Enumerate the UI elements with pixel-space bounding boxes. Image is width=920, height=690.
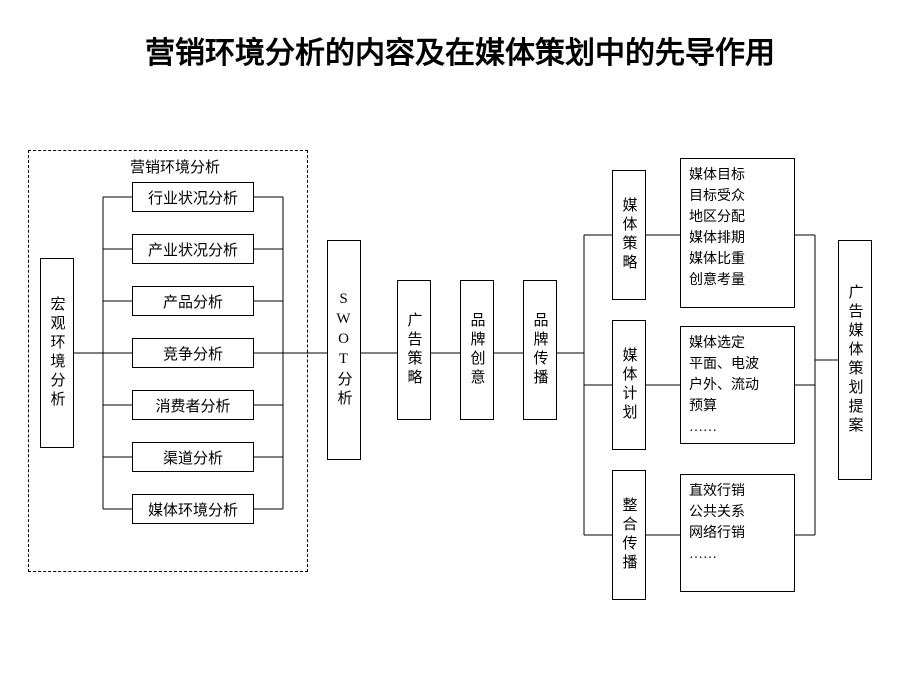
node-media-strategy: 媒体策略 <box>612 170 646 300</box>
detail-line: 平面、电波 <box>689 354 786 375</box>
node-swot: SWOT分析 <box>327 240 361 460</box>
detail-line: 直效行销 <box>689 481 786 502</box>
node-analysis-4: 消费者分析 <box>132 390 254 420</box>
detail-integrated: 直效行销 公共关系 网络行销 …… <box>680 474 795 592</box>
detail-line: 媒体排期 <box>689 228 786 249</box>
detail-line: 户外、流动 <box>689 375 786 396</box>
node-ad-strategy: 广告策略 <box>397 280 431 420</box>
node-analysis-2: 产品分析 <box>132 286 254 316</box>
detail-line: …… <box>689 417 786 438</box>
node-analysis-6: 媒体环境分析 <box>132 494 254 524</box>
detail-line: 公共关系 <box>689 502 786 523</box>
detail-line: 创意考量 <box>689 270 786 291</box>
node-media-plan: 媒体计划 <box>612 320 646 450</box>
node-analysis-5: 渠道分析 <box>132 442 254 472</box>
page-title: 营销环境分析的内容及在媒体策划中的先导作用 <box>0 28 920 72</box>
node-macro: 宏观环境分析 <box>40 258 74 448</box>
detail-line: 媒体目标 <box>689 165 786 186</box>
node-analysis-0: 行业状况分析 <box>132 182 254 212</box>
detail-line: 媒体选定 <box>689 333 786 354</box>
detail-line: 目标受众 <box>689 186 786 207</box>
detail-line: 媒体比重 <box>689 249 786 270</box>
node-analysis-3: 竞争分析 <box>132 338 254 368</box>
node-brand-idea: 品牌创意 <box>460 280 494 420</box>
detail-line: 网络行销 <box>689 523 786 544</box>
node-integrated: 整合传播 <box>612 470 646 600</box>
node-proposal: 广告媒体策划提案 <box>838 240 872 480</box>
group-label: 营销环境分析 <box>128 156 222 177</box>
detail-line: 地区分配 <box>689 207 786 228</box>
detail-media-plan: 媒体选定 平面、电波 户外、流动 预算 …… <box>680 326 795 444</box>
node-brand-comm: 品牌传播 <box>523 280 557 420</box>
detail-line: …… <box>689 544 786 565</box>
detail-media-strategy: 媒体目标 目标受众 地区分配 媒体排期 媒体比重 创意考量 <box>680 158 795 308</box>
node-analysis-1: 产业状况分析 <box>132 234 254 264</box>
detail-line: 预算 <box>689 396 786 417</box>
